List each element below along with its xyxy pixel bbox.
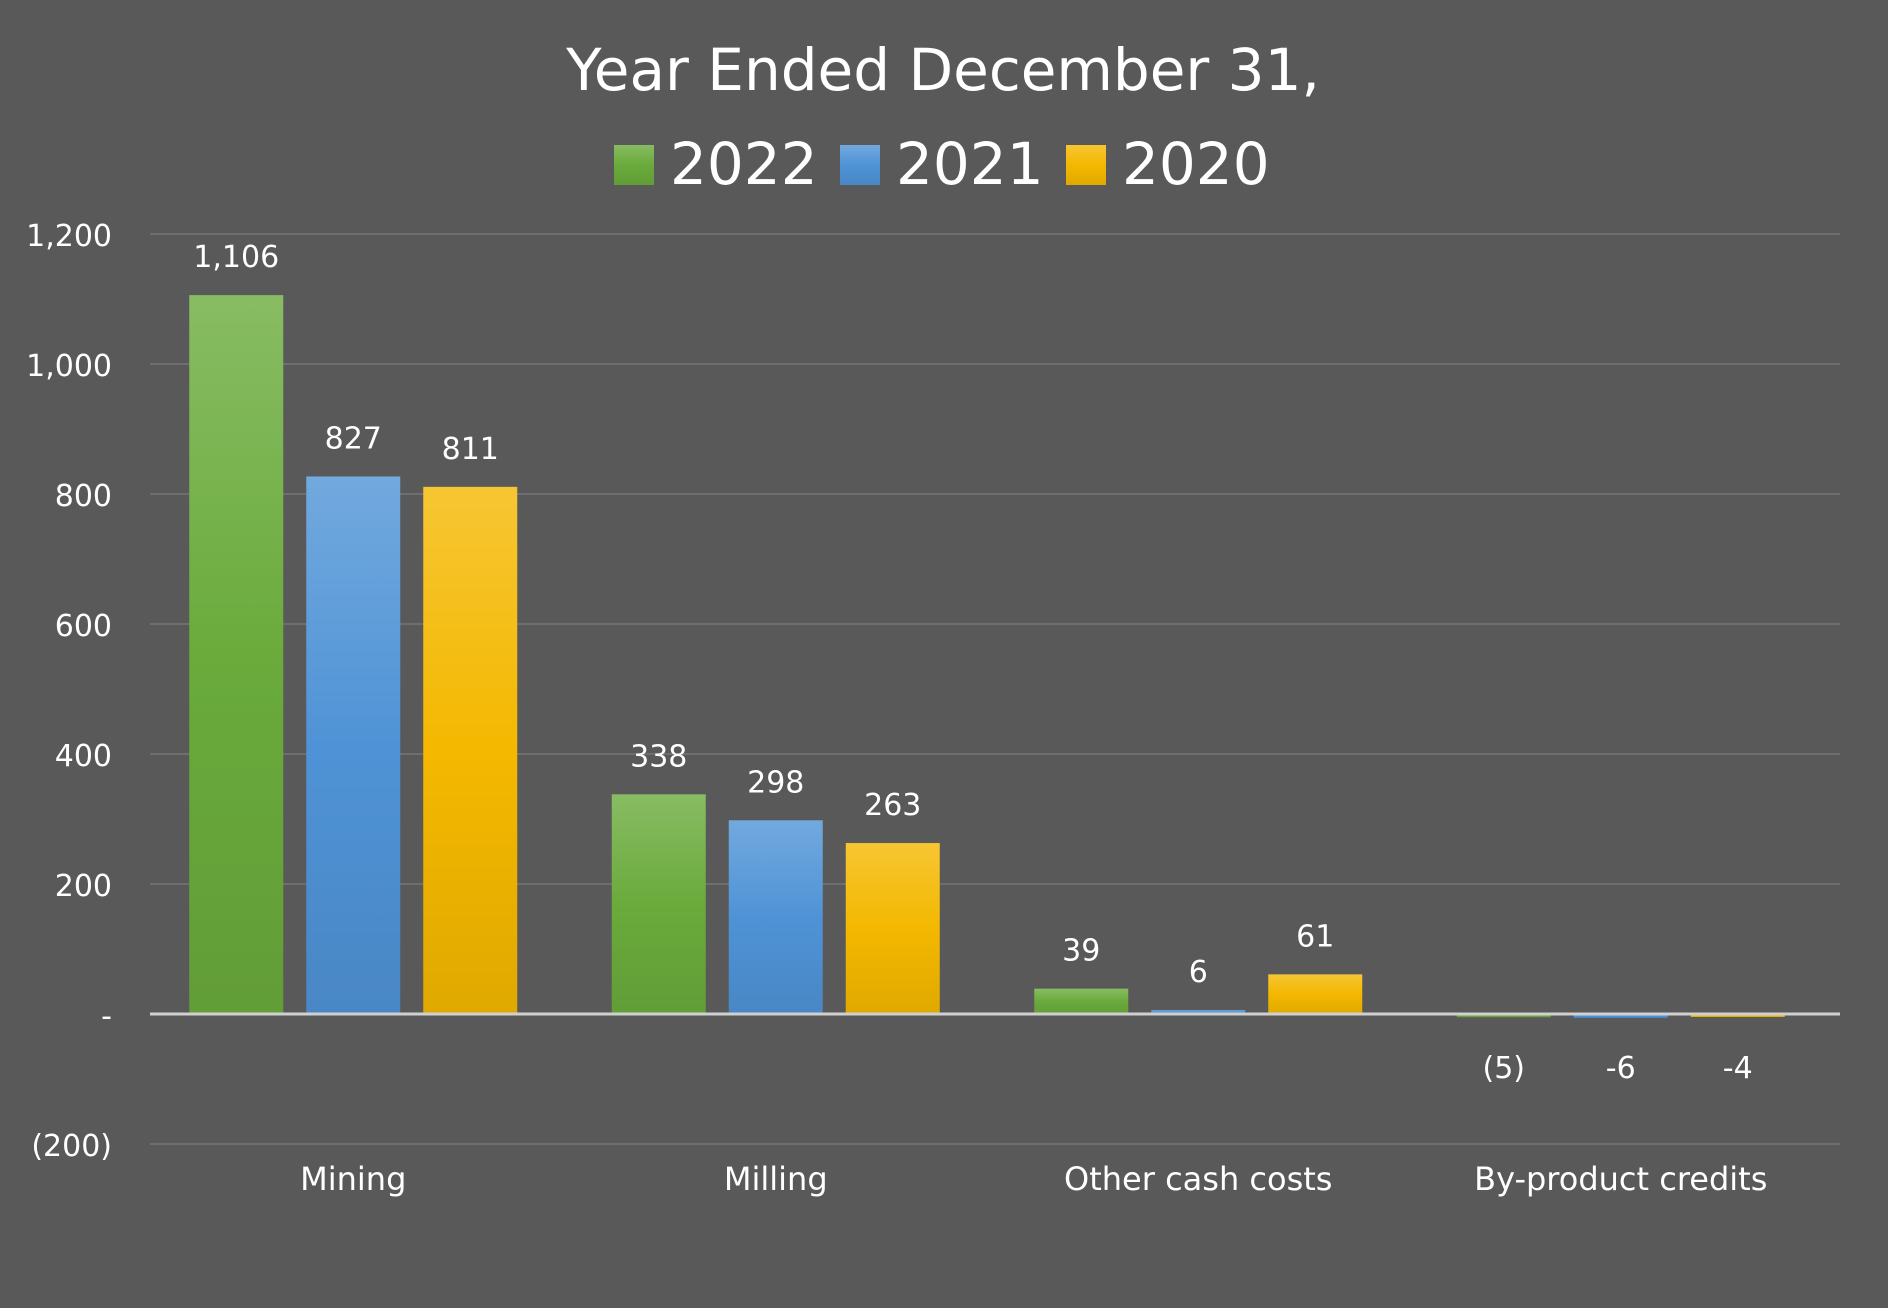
data-label-2022-3: (5) bbox=[1483, 1051, 1526, 1086]
legend-swatch-2022 bbox=[614, 145, 654, 185]
legend-swatch-2020 bbox=[1066, 145, 1106, 185]
data-labels: 1,106 827 811 338 298 263 39 6 61 (5) -6 -4 bbox=[193, 240, 1752, 1086]
bar-2022-2 bbox=[1034, 988, 1129, 1014]
bar-2022-0 bbox=[189, 295, 284, 1015]
y-tick-label-5: 200 bbox=[55, 869, 112, 904]
x-category-label-1: Milling bbox=[724, 1160, 828, 1198]
data-label-2021-0: 827 bbox=[325, 421, 382, 456]
data-label-2020-3: -4 bbox=[1723, 1051, 1753, 1086]
y-tick-label-0: 1,200 bbox=[26, 219, 112, 254]
bar-2020-0 bbox=[423, 486, 518, 1015]
legend-swatch-2021 bbox=[840, 145, 880, 185]
data-label-2022-1: 338 bbox=[630, 739, 687, 774]
bar-2021-2 bbox=[1151, 1010, 1246, 1014]
x-category-label-3: By-product credits bbox=[1474, 1160, 1767, 1198]
legend-label-2020: 2020 bbox=[1122, 130, 1270, 198]
data-label-2020-0: 811 bbox=[442, 432, 499, 467]
bar-2021-0 bbox=[306, 476, 401, 1014]
bar-2020-1 bbox=[845, 843, 940, 1014]
x-axis-labels: Mining Milling Other cash costs By-product … bbox=[300, 1160, 1767, 1198]
data-label-2021-2: 6 bbox=[1189, 955, 1208, 990]
bars bbox=[189, 295, 1785, 1018]
chart-title: Year Ended December 31, bbox=[565, 36, 1320, 104]
y-tick-label-4: 400 bbox=[55, 739, 112, 774]
legend-label-2022: 2022 bbox=[670, 130, 818, 198]
bar-2022-3 bbox=[1456, 1014, 1551, 1018]
y-tick-label-2: 800 bbox=[55, 479, 112, 514]
data-label-2021-1: 298 bbox=[747, 765, 804, 800]
data-label-2020-1: 263 bbox=[864, 788, 921, 823]
x-category-label-2: Other cash costs bbox=[1064, 1160, 1332, 1198]
data-label-2021-3: -6 bbox=[1606, 1051, 1636, 1086]
gridlines bbox=[150, 233, 1840, 1145]
bar-2021-3 bbox=[1573, 1014, 1668, 1018]
data-label-2022-0: 1,106 bbox=[193, 240, 279, 275]
legend-label-2021: 2021 bbox=[896, 130, 1044, 198]
y-tick-label-1: 1,000 bbox=[26, 349, 112, 384]
legend: 2022 2021 2020 bbox=[614, 130, 1270, 198]
y-tick-label-7: (200) bbox=[31, 1129, 112, 1164]
bar-2021-1 bbox=[728, 820, 823, 1014]
bar-2022-1 bbox=[611, 794, 706, 1014]
y-tick-label-3: 600 bbox=[55, 609, 112, 644]
data-label-2022-2: 39 bbox=[1062, 934, 1100, 969]
x-category-label-0: Mining bbox=[300, 1160, 406, 1198]
y-tick-label-6: - bbox=[101, 999, 112, 1034]
bar-2020-2 bbox=[1268, 974, 1363, 1014]
data-label-2020-2: 61 bbox=[1296, 919, 1334, 954]
y-axis-labels: 1,200 1,000 800 600 400 200 - (200) bbox=[26, 219, 112, 1164]
